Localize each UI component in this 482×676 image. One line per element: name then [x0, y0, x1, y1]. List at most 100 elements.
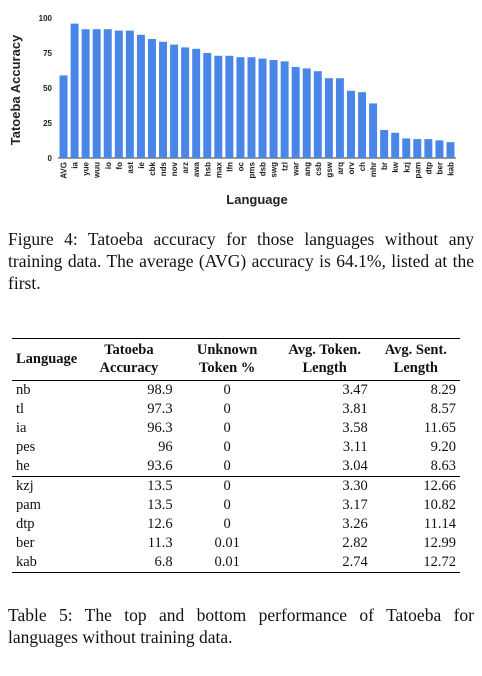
table-cell: 0 [223, 401, 231, 417]
x-tick-label: pam [413, 162, 422, 178]
table-row: kab 6.8 0.01 2.74 12.72 [12, 553, 460, 573]
table-cell: ia [16, 420, 27, 436]
bar [70, 23, 79, 158]
table-cell: 11.14 [423, 516, 456, 532]
x-tick-label: ber [435, 162, 444, 174]
table-cell: 0 [223, 439, 231, 455]
table-cell: 3.47 [342, 382, 368, 398]
x-tick-label: mhr [369, 162, 378, 177]
y-tick-label: 0 [48, 154, 53, 163]
table-cell: 2.74 [342, 554, 368, 570]
column-header: Unknown Token % [196, 342, 258, 376]
table-cell: 0 [223, 516, 231, 532]
x-tick-label: yue [82, 161, 91, 175]
table-row: kzj 13.5 0 3.30 12.66 [12, 477, 460, 497]
table-row: ia 96.3 0 3.58 11.65 [12, 419, 460, 438]
column-header: Avg. Sent. Length [384, 342, 447, 376]
table-cell: 96 [158, 439, 173, 455]
bar [103, 29, 112, 159]
row-group: nb 98.9 0 3.47 8.29 tl 97.3 0 3.81 8.57 ia 96.3 0 3.5… [12, 381, 460, 477]
table-cell: dtp [16, 516, 35, 532]
table-cell: 11.3 [147, 535, 173, 551]
table-row: pam 13.5 0 3.17 10.82 [12, 496, 460, 515]
bar [192, 48, 201, 158]
table-cell: pes [16, 439, 36, 455]
x-tick-label: ast [126, 162, 135, 174]
table-cell: 0 [223, 458, 231, 474]
table-cell: 12.6 [147, 516, 173, 532]
bar [59, 75, 68, 158]
bar [214, 55, 223, 158]
bar [369, 103, 378, 158]
table-caption: Table 5: The top and bottom performance … [8, 605, 474, 647]
x-tick-label: arz [181, 162, 190, 174]
bar [81, 29, 90, 159]
table-cell: 9.20 [430, 439, 456, 455]
x-tick-label: nov [170, 161, 179, 176]
table-cell: 93.6 [147, 458, 173, 474]
table-cell: 0 [223, 382, 231, 398]
table-cell: 3.11 [342, 439, 368, 455]
x-tick-label: csb [314, 162, 323, 176]
x-tick-label: kzj [402, 162, 411, 173]
x-axis-label: Language [226, 192, 287, 207]
table-cell: 13.5 [147, 478, 173, 494]
table-row: he 93.6 0 3.04 8.63 [12, 457, 460, 477]
x-tick-label: ia [71, 161, 80, 168]
header-row: Language Tatoeba Accuracy Unknown Token % A… [12, 338, 460, 381]
y-tick-label: 50 [43, 84, 52, 93]
table-cell: 0 [223, 478, 231, 494]
table-cell: 8.29 [430, 382, 456, 398]
data-table: Language Tatoeba Accuracy Unknown Token % A… [12, 338, 460, 573]
x-tick-label: kab [446, 162, 455, 176]
x-tick-label: ie [137, 161, 146, 168]
table-cell: 3.81 [342, 401, 368, 417]
table-cell: 0 [223, 497, 231, 513]
x-tick-label: lfn [225, 162, 234, 172]
bar [446, 142, 455, 158]
bar [159, 41, 168, 158]
bar [291, 67, 300, 158]
bar [236, 57, 245, 159]
x-tick-label: max [214, 161, 223, 178]
table-cell: 6.8 [154, 554, 173, 570]
table-cell: 3.58 [342, 420, 368, 436]
x-tick-label: war [292, 162, 301, 177]
table-cell: 3.30 [342, 478, 368, 494]
table-cell: nb [16, 382, 31, 398]
x-tick-label: awa [192, 161, 201, 177]
bar [92, 29, 101, 159]
bar [258, 58, 267, 158]
bar [181, 47, 190, 158]
bar [402, 138, 411, 158]
y-tick-label: 25 [43, 119, 52, 128]
x-tick-label: ang [303, 162, 312, 176]
bar [269, 60, 278, 158]
x-tick-label: dsb [259, 162, 268, 176]
x-tick-label: orv [347, 161, 356, 174]
table-cell: ber [16, 535, 35, 551]
table-cell: 0.01 [214, 554, 240, 570]
bar [424, 139, 433, 158]
table-cell: 8.57 [430, 401, 456, 417]
x-tick-label: nds [159, 161, 168, 176]
bar [313, 71, 322, 158]
x-tick-label: AVG [60, 162, 69, 179]
bar [324, 78, 333, 158]
bar [435, 140, 444, 158]
table-cell: 0.01 [214, 535, 240, 551]
table-cell: kzj [16, 478, 34, 494]
table-cell: 96.3 [147, 420, 173, 436]
bar [413, 139, 422, 158]
table-cell: 11.65 [423, 420, 456, 436]
table-row: ber 11.3 0.01 2.82 12.99 [12, 534, 460, 553]
bar [358, 92, 367, 158]
table-cell: tl [16, 401, 25, 417]
table-cell: 3.26 [342, 516, 368, 532]
table-cell: 98.9 [147, 382, 173, 398]
table-cell: 97.3 [147, 401, 173, 417]
x-tick-label: fo [115, 162, 124, 170]
column-header: Avg. Token. Length [288, 342, 361, 376]
